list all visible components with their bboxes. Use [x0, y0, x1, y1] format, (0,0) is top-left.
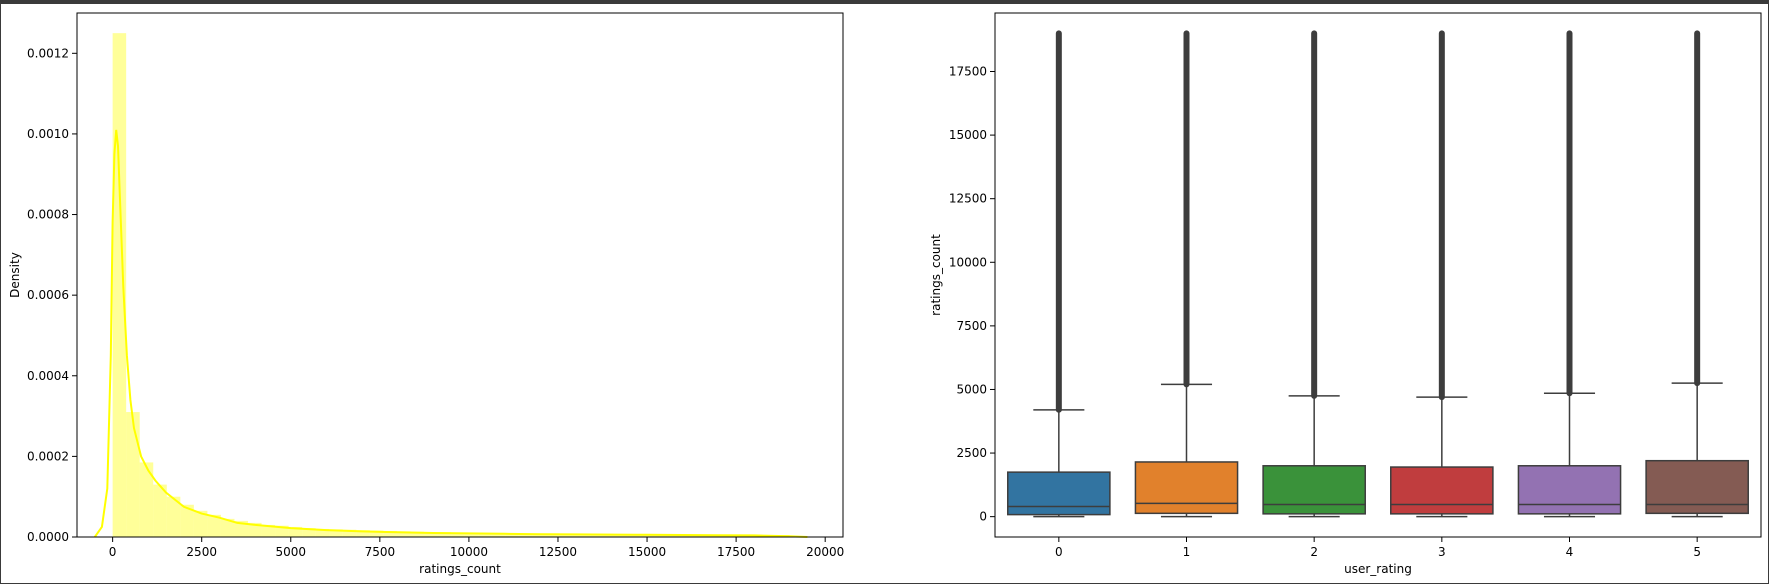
y-tick-label: 0.0008 — [27, 208, 69, 222]
boxplot-x-ticks: 0 1 2 3 4 5 — [1055, 537, 1701, 559]
histogram-bar — [369, 530, 384, 537]
histogram-bar — [180, 504, 194, 537]
x-tick-label: 0 — [1055, 545, 1063, 559]
y-tick-label: 2500 — [956, 446, 987, 460]
histogram-bar — [139, 462, 154, 537]
x-tick-label: 12500 — [539, 545, 577, 559]
iqr-box — [1262, 465, 1366, 515]
y-tick-label: 0 — [979, 510, 987, 524]
histogram-y-ticks: 0.0000 0.0002 0.0004 0.0006 0.0008 0.0010 0.00… — [27, 46, 77, 544]
y-tick-label: 0.0004 — [27, 369, 69, 383]
histogram-plot-area — [76, 12, 844, 538]
box-user-rating-5 — [1645, 30, 1749, 518]
x-tick-label: 1 — [1183, 545, 1191, 559]
histogram-bar — [356, 530, 370, 537]
box-user-rating-0 — [1007, 30, 1111, 518]
boxplot-boxes — [1007, 30, 1749, 518]
x-tick-label: 2500 — [186, 545, 217, 559]
x-tick-label: 2 — [1310, 545, 1318, 559]
y-tick-label: 15000 — [949, 128, 987, 142]
histogram-axes: 0 2500 5000 7500 10000 12500 15000 17500 20000 0… — [8, 12, 844, 576]
x-tick-label: 10000 — [450, 545, 488, 559]
histogram-bar — [261, 524, 276, 537]
histogram-bar — [559, 533, 573, 537]
x-tick-label: 4 — [1566, 545, 1574, 559]
histogram-bar — [478, 532, 492, 537]
iqr-box — [1007, 471, 1111, 516]
histogram-bar — [410, 531, 425, 537]
histogram-bar — [451, 532, 465, 537]
iqr-box — [1134, 461, 1239, 515]
box-user-rating-4 — [1517, 30, 1622, 518]
y-tick-label: 0.0010 — [27, 127, 69, 141]
box-user-rating-2 — [1262, 30, 1366, 518]
histogram-bar — [329, 529, 343, 537]
box-user-rating-3 — [1390, 30, 1494, 518]
histogram-bar — [112, 33, 127, 538]
x-tick-label: 15000 — [628, 545, 666, 559]
y-tick-label: 0.0002 — [27, 449, 69, 463]
histogram-bar — [464, 532, 479, 537]
histogram-x-axis-label: ratings_count — [419, 562, 501, 576]
histogram-bar — [518, 533, 533, 537]
iqr-box — [1517, 465, 1622, 515]
boxplot-y-axis-label: ratings_count — [929, 234, 943, 316]
histogram-bar — [383, 530, 397, 537]
histogram-bar — [207, 514, 221, 537]
histogram-bar — [275, 525, 289, 537]
histogram-bar — [424, 532, 438, 537]
histogram-bar — [166, 496, 181, 537]
x-tick-label: 0 — [109, 545, 117, 559]
x-tick-label: 3 — [1438, 545, 1446, 559]
boxplot-x-axis-label: user_rating — [1344, 562, 1412, 576]
histogram-bar — [315, 528, 330, 537]
y-tick-label: 0.0012 — [27, 46, 69, 60]
x-tick-label: 5 — [1693, 545, 1701, 559]
boxplot-y-ticks: 0 2500 5000 7500 10000 12500 15000 17500 — [949, 65, 995, 524]
y-tick-label: 0.0000 — [27, 530, 69, 544]
y-tick-label: 5000 — [956, 382, 987, 396]
histogram-bar — [491, 532, 506, 537]
histogram-bar — [126, 412, 140, 537]
density-curve — [93, 129, 808, 538]
iqr-box — [1390, 466, 1494, 515]
y-tick-label: 17500 — [949, 65, 987, 79]
x-tick-label: 5000 — [275, 545, 306, 559]
x-tick-label: 7500 — [365, 545, 396, 559]
iqr-box — [1645, 459, 1749, 515]
boxplot-plot-area — [994, 12, 1762, 538]
histogram-bar — [342, 529, 357, 537]
histogram-bar — [505, 532, 519, 537]
x-tick-label: 20000 — [806, 545, 844, 559]
box-user-rating-1 — [1134, 30, 1239, 518]
histogram-bar — [396, 531, 411, 537]
y-tick-label: 7500 — [956, 319, 987, 333]
x-tick-label: 17500 — [717, 545, 755, 559]
histogram-bar — [220, 518, 235, 537]
histogram-bars — [112, 33, 790, 538]
histogram-bar — [234, 520, 249, 537]
histogram-bar — [248, 522, 262, 537]
y-tick-label: 10000 — [949, 255, 987, 269]
histogram-bar — [153, 484, 167, 537]
y-tick-label: 0.0006 — [27, 288, 69, 302]
histogram-bar — [193, 510, 208, 537]
histogram-y-axis-label: Density — [8, 252, 22, 298]
histogram-bar — [288, 526, 303, 537]
y-tick-label: 12500 — [949, 192, 987, 206]
histogram-bar — [302, 528, 316, 537]
histogram-x-ticks: 0 2500 5000 7500 10000 12500 15000 17500 20000 — [109, 537, 844, 559]
boxplot-axes: 0 1 2 3 4 5 0 2500 5000 7500 10000 12500 15000 17500… — [929, 12, 1762, 576]
histogram-bar — [437, 532, 452, 537]
